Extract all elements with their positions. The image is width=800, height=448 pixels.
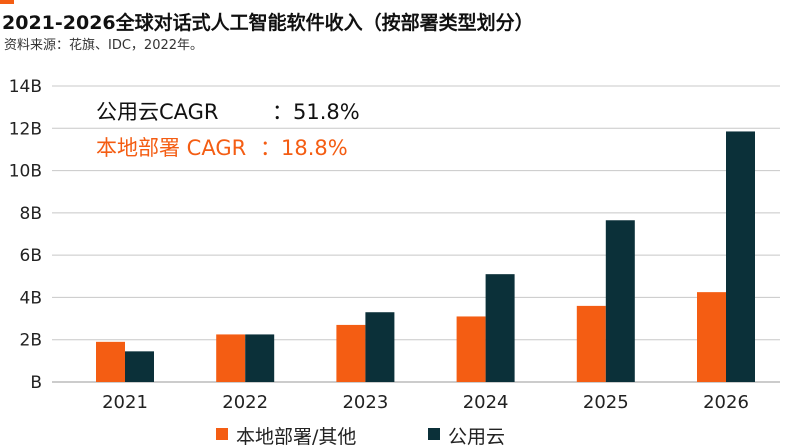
bar-onprem-2021 <box>96 341 125 382</box>
x-tick-label: 2023 <box>342 392 388 413</box>
y-axis-ticks: B 2B 4B 6B 8B 10B 12B 14B <box>9 77 42 393</box>
accent-bar <box>0 0 14 4</box>
y-tick-label: 12B <box>9 119 42 139</box>
legend-label-cloud: 公用云 <box>448 426 505 448</box>
bar-onprem-2025 <box>576 305 606 382</box>
x-axis-ticks: 2021 2022 2023 2024 2025 2026 <box>102 392 749 413</box>
bars <box>96 131 755 382</box>
cloud-cagr-value: ：51.8% <box>272 100 360 124</box>
x-tick-label: 2022 <box>222 392 268 413</box>
legend-label-onprem: 本地部署/其他 <box>236 426 356 448</box>
x-tick-label: 2026 <box>703 392 749 413</box>
bar-cloud-2023 <box>365 312 395 382</box>
legend: 本地部署/其他 公用云 <box>216 426 505 448</box>
y-tick-label: B <box>30 373 42 393</box>
source-note: 资料来源：花旗、IDC，2022年。 <box>4 38 204 53</box>
bar-cloud-2025 <box>605 220 635 382</box>
bar-onprem-2024 <box>456 316 486 382</box>
legend-swatch-onprem <box>216 428 228 440</box>
bar-cloud-2026 <box>726 131 755 382</box>
x-tick-label: 2025 <box>583 392 629 413</box>
y-tick-label: 14B <box>9 77 42 97</box>
bar-cloud-2024 <box>485 274 515 382</box>
bar-cloud-2021 <box>125 351 154 382</box>
bar-cloud-2022 <box>245 334 275 382</box>
onprem-cagr-value: ：18.8% <box>260 136 348 160</box>
y-tick-label: 8B <box>20 204 42 224</box>
x-tick-label: 2024 <box>463 392 509 413</box>
x-tick-label: 2021 <box>102 392 148 413</box>
chart-title: 2021-2026全球对话式人工智能软件收入（按部署类型划分） <box>2 12 534 34</box>
y-tick-label: 10B <box>9 162 42 182</box>
onprem-cagr-label: 本地部署 CAGR <box>96 136 246 160</box>
bar-onprem-2026 <box>697 292 726 382</box>
cloud-cagr-label: 公用云CAGR <box>96 100 219 124</box>
y-tick-label: 6B <box>20 246 42 266</box>
y-tick-label: 4B <box>20 288 42 308</box>
bar-onprem-2023 <box>336 324 366 382</box>
y-tick-label: 2B <box>20 331 42 351</box>
bar-onprem-2022 <box>216 334 246 382</box>
gridlines <box>52 85 780 383</box>
legend-swatch-cloud <box>428 428 440 440</box>
